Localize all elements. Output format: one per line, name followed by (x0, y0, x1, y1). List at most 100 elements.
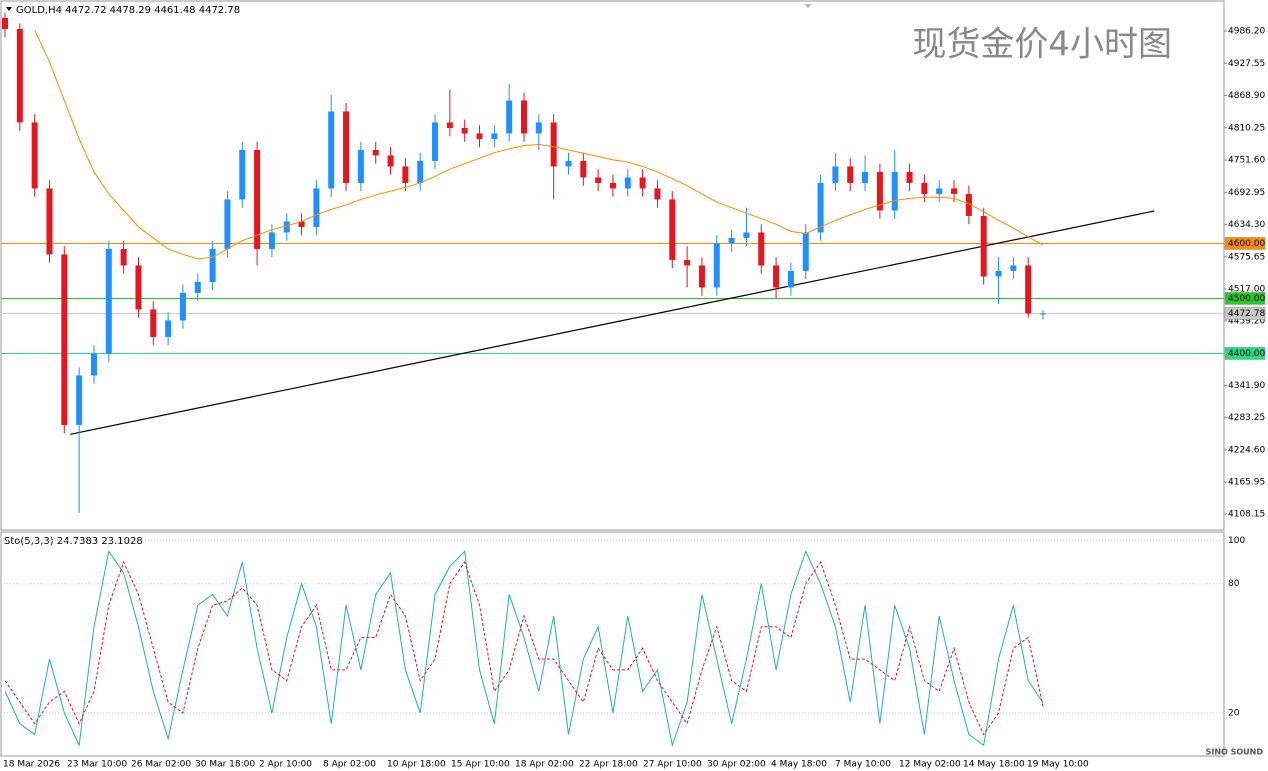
y-tick-label: 4986.20 (1228, 27, 1265, 37)
candle-body (476, 133, 483, 139)
x-tick-label: 2 Apr 10:00 (259, 760, 312, 770)
y-tick-label: 4108.15 (1228, 509, 1265, 519)
candle-body (876, 171, 883, 211)
stoch-line (4, 560, 1044, 736)
x-tick-label: 19 May 10:00 (1027, 760, 1089, 770)
candle-body (951, 188, 958, 194)
x-tick-label: 12 May 02:00 (899, 760, 961, 770)
x-tick-label: 7 May 10:00 (835, 760, 891, 770)
y-tick-label: 4751.60 (1228, 156, 1265, 166)
x-tick-label: 4 May 18:00 (771, 760, 827, 770)
level-label: 4500.00 (1228, 294, 1265, 304)
candle-body (209, 248, 216, 282)
y-tick-label: 4692.95 (1228, 188, 1265, 198)
level-tag (1224, 307, 1266, 320)
level-tag (1224, 347, 1266, 360)
candle-body (565, 160, 572, 167)
y-tick-label: 4459.20 (1228, 316, 1265, 326)
candle-body (862, 171, 869, 183)
trendline (70, 210, 1155, 435)
candle-body (343, 111, 350, 183)
candle-body (298, 221, 305, 227)
x-tick-label: 18 Mar 2026 (3, 760, 60, 770)
candle-body (283, 221, 290, 233)
candle-body (921, 182, 928, 194)
candle-body (609, 182, 616, 189)
candle-body (624, 177, 631, 189)
candle-body (1040, 313, 1046, 315)
y-tick-label: 4517.00 (1228, 285, 1265, 295)
y-tick-label: 4868.90 (1228, 91, 1265, 101)
candle-body (313, 188, 320, 227)
candle-body (580, 160, 587, 178)
x-tick-label: 27 Apr 10:00 (643, 760, 702, 770)
stoch-title: Sto(5,3,3) 24.7383 23.1028 (4, 536, 143, 547)
candle-body (491, 133, 498, 139)
candle-body (980, 215, 987, 277)
candle-body (965, 193, 972, 216)
candle-body (239, 149, 246, 200)
candle-body (773, 265, 780, 288)
candle-body (90, 353, 97, 376)
candle-body (446, 122, 453, 128)
candle-body (254, 149, 261, 249)
y-tick-label: 4165.95 (1228, 478, 1265, 488)
candle-body (758, 232, 765, 266)
candle-body (506, 100, 513, 134)
candle-body (461, 127, 468, 134)
candle-body (550, 122, 557, 167)
candle-body (61, 254, 68, 425)
candle-body (995, 270, 1002, 277)
candle-body (713, 243, 720, 288)
candle-body (684, 259, 691, 266)
candle-body (891, 171, 898, 211)
candle-body (669, 199, 676, 260)
candle-body (46, 188, 53, 255)
candle-body (832, 166, 839, 183)
y-tick-label: 4283.25 (1228, 413, 1265, 423)
candle-body (328, 111, 335, 189)
menu-triangle (6, 7, 12, 11)
candle-body (120, 248, 127, 266)
y-tick-label: 4927.55 (1228, 59, 1265, 69)
candle-body (802, 232, 809, 271)
x-tick-label: 22 Apr 18:00 (579, 760, 638, 770)
logo: SINO SOUND (1206, 748, 1264, 757)
candle-body (16, 28, 23, 123)
x-tick-label: 15 Apr 10:00 (451, 760, 510, 770)
y-tick-label: 4224.60 (1228, 445, 1265, 455)
watermark: 现货金价4小时图 (912, 25, 1172, 65)
candle-body (268, 232, 275, 249)
candle-body (417, 160, 424, 183)
candle-body (728, 237, 735, 244)
y-tick-label: 4810.25 (1228, 123, 1265, 133)
candle-body (906, 171, 913, 183)
candle-body (224, 199, 231, 249)
candle-body (936, 188, 943, 194)
level-tag (1224, 292, 1266, 305)
x-tick-label: 26 Mar 02:00 (131, 760, 191, 770)
x-tick-label: 10 Apr 18:00 (387, 760, 446, 770)
candle-body (76, 375, 83, 425)
y-tick-label: 4575.65 (1228, 252, 1265, 262)
candle-body (654, 188, 661, 200)
candle-body (387, 155, 394, 167)
candle-body (135, 265, 142, 310)
candle-body (150, 309, 157, 337)
candle-body (1010, 265, 1017, 271)
candle-body (698, 265, 705, 288)
candle-body (372, 149, 379, 156)
x-tick-label: 30 Mar 18:00 (195, 760, 255, 770)
candle-body (787, 270, 794, 288)
candle-body (595, 177, 602, 183)
candle-body (357, 149, 364, 183)
candle-body (521, 100, 527, 134)
y-tick-label: 4341.90 (1228, 381, 1265, 391)
candle-body (1025, 265, 1032, 314)
price-panel (0, 0, 1225, 531)
level-tag (1224, 237, 1266, 250)
x-tick-label: 18 Apr 02:00 (515, 760, 574, 770)
y-tick-label: 4634.30 (1228, 220, 1265, 230)
x-tick-label: 30 Apr 02:00 (707, 760, 766, 770)
